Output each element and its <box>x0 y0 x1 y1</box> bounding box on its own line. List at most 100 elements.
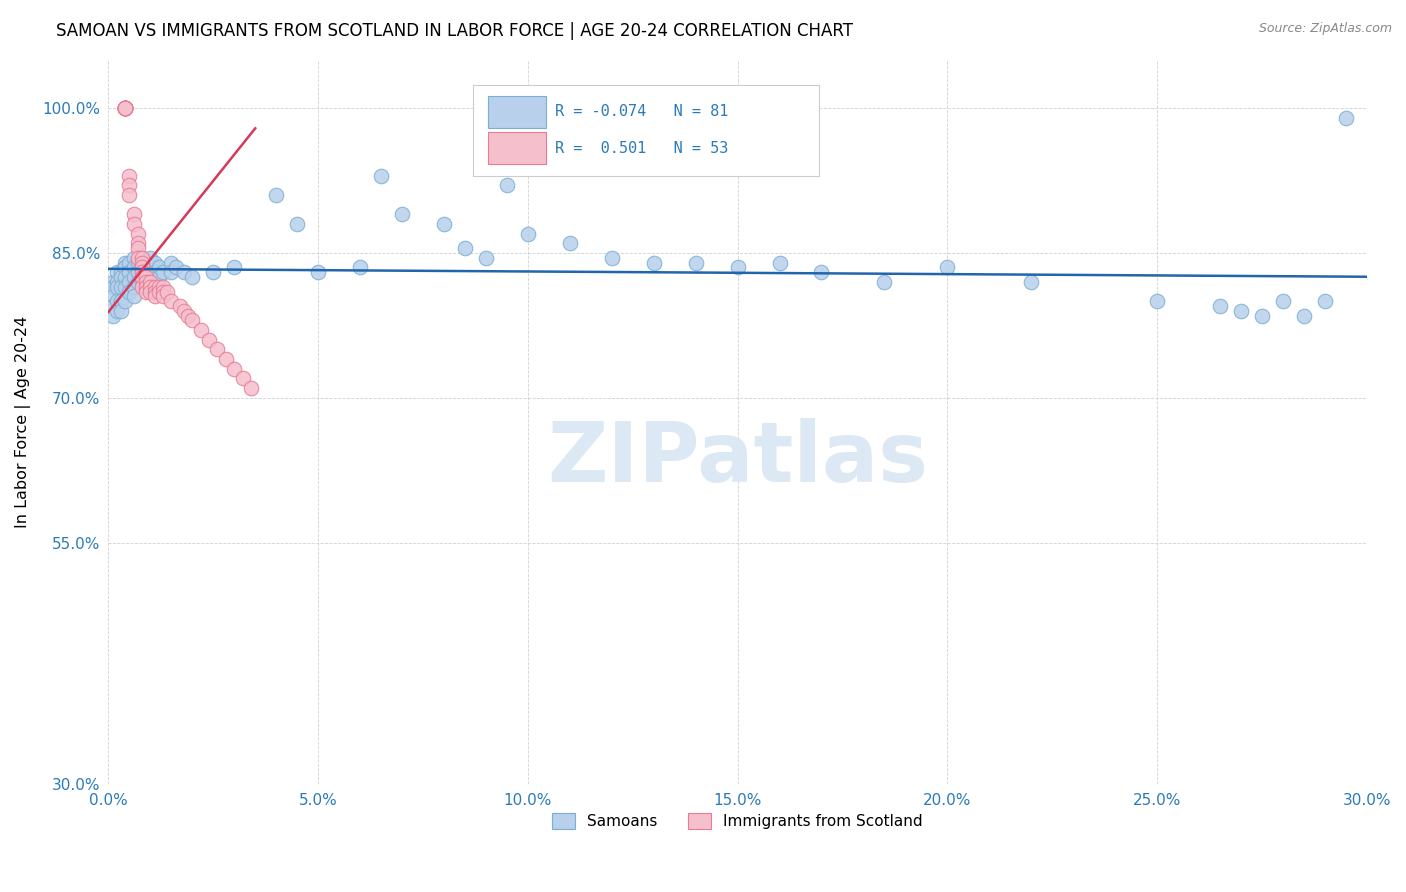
Point <box>873 275 896 289</box>
Point <box>114 101 136 115</box>
Point <box>1019 275 1042 289</box>
Point <box>139 251 162 265</box>
Point <box>198 333 221 347</box>
Point <box>114 270 136 285</box>
Point <box>148 260 170 275</box>
Point <box>936 260 959 275</box>
Point <box>264 187 287 202</box>
Point <box>181 313 204 327</box>
Point <box>135 255 157 269</box>
Point <box>224 361 246 376</box>
Point <box>143 265 166 279</box>
Text: ZIPatlas: ZIPatlas <box>547 417 928 499</box>
Point <box>114 101 136 115</box>
Point <box>139 279 162 293</box>
Point <box>143 279 166 293</box>
Point <box>127 236 149 251</box>
Point <box>122 260 145 275</box>
Point <box>105 265 128 279</box>
Point <box>118 187 141 202</box>
Point <box>135 285 157 299</box>
Point <box>105 275 128 289</box>
Point <box>118 178 141 193</box>
Point <box>131 251 153 265</box>
Point <box>1251 309 1274 323</box>
Point <box>114 101 136 115</box>
Point <box>131 260 153 275</box>
Point <box>173 265 195 279</box>
Point <box>114 101 136 115</box>
Point <box>114 260 136 275</box>
Point <box>433 217 456 231</box>
FancyBboxPatch shape <box>474 85 820 176</box>
Point <box>118 255 141 269</box>
Point <box>558 236 581 251</box>
Point <box>101 289 124 303</box>
Point <box>475 251 498 265</box>
Point <box>114 101 136 115</box>
Point <box>131 255 153 269</box>
Point <box>152 279 174 293</box>
Text: R =  0.501   N = 53: R = 0.501 N = 53 <box>555 141 728 155</box>
Point <box>143 285 166 299</box>
Point <box>110 265 132 279</box>
Point <box>122 207 145 221</box>
Legend: Samoans, Immigrants from Scotland: Samoans, Immigrants from Scotland <box>546 807 929 835</box>
Point <box>114 101 136 115</box>
Point <box>135 275 157 289</box>
FancyBboxPatch shape <box>488 95 547 128</box>
Point <box>1209 299 1232 313</box>
Point <box>118 285 141 299</box>
Point <box>101 299 124 313</box>
Point <box>810 265 832 279</box>
Point <box>160 294 183 309</box>
Point <box>156 285 179 299</box>
Point <box>122 279 145 293</box>
Point <box>139 275 162 289</box>
Point <box>127 241 149 255</box>
Point <box>240 381 263 395</box>
Y-axis label: In Labor Force | Age 20-24: In Labor Force | Age 20-24 <box>15 316 31 528</box>
Point <box>118 275 141 289</box>
Point <box>152 285 174 299</box>
Point <box>110 270 132 285</box>
Point <box>118 265 141 279</box>
Point <box>727 260 749 275</box>
Point <box>135 270 157 285</box>
Point <box>101 275 124 289</box>
Point <box>307 265 329 279</box>
Point <box>127 227 149 241</box>
Point <box>127 255 149 269</box>
Point <box>127 251 149 265</box>
Point <box>160 255 183 269</box>
Text: SAMOAN VS IMMIGRANTS FROM SCOTLAND IN LABOR FORCE | AGE 20-24 CORRELATION CHART: SAMOAN VS IMMIGRANTS FROM SCOTLAND IN LA… <box>56 22 853 40</box>
Point <box>131 260 153 275</box>
Point <box>1334 111 1357 125</box>
Point <box>122 217 145 231</box>
Point <box>1313 294 1336 309</box>
Point <box>190 323 212 337</box>
Point <box>152 289 174 303</box>
Point <box>370 169 392 183</box>
Point <box>207 343 229 357</box>
Point <box>224 260 246 275</box>
Point <box>181 270 204 285</box>
Point <box>148 279 170 293</box>
Point <box>139 275 162 289</box>
Point <box>1271 294 1294 309</box>
Point <box>101 279 124 293</box>
Point <box>118 169 141 183</box>
Point <box>131 265 153 279</box>
Point <box>202 265 225 279</box>
Point <box>110 294 132 309</box>
Point <box>114 101 136 115</box>
Point <box>152 265 174 279</box>
Point <box>105 279 128 293</box>
Point <box>101 309 124 323</box>
Point <box>114 279 136 293</box>
Point <box>160 265 183 279</box>
Text: R = -0.074   N = 81: R = -0.074 N = 81 <box>555 104 728 120</box>
Point <box>110 279 132 293</box>
Point <box>131 270 153 285</box>
Point <box>139 285 162 299</box>
